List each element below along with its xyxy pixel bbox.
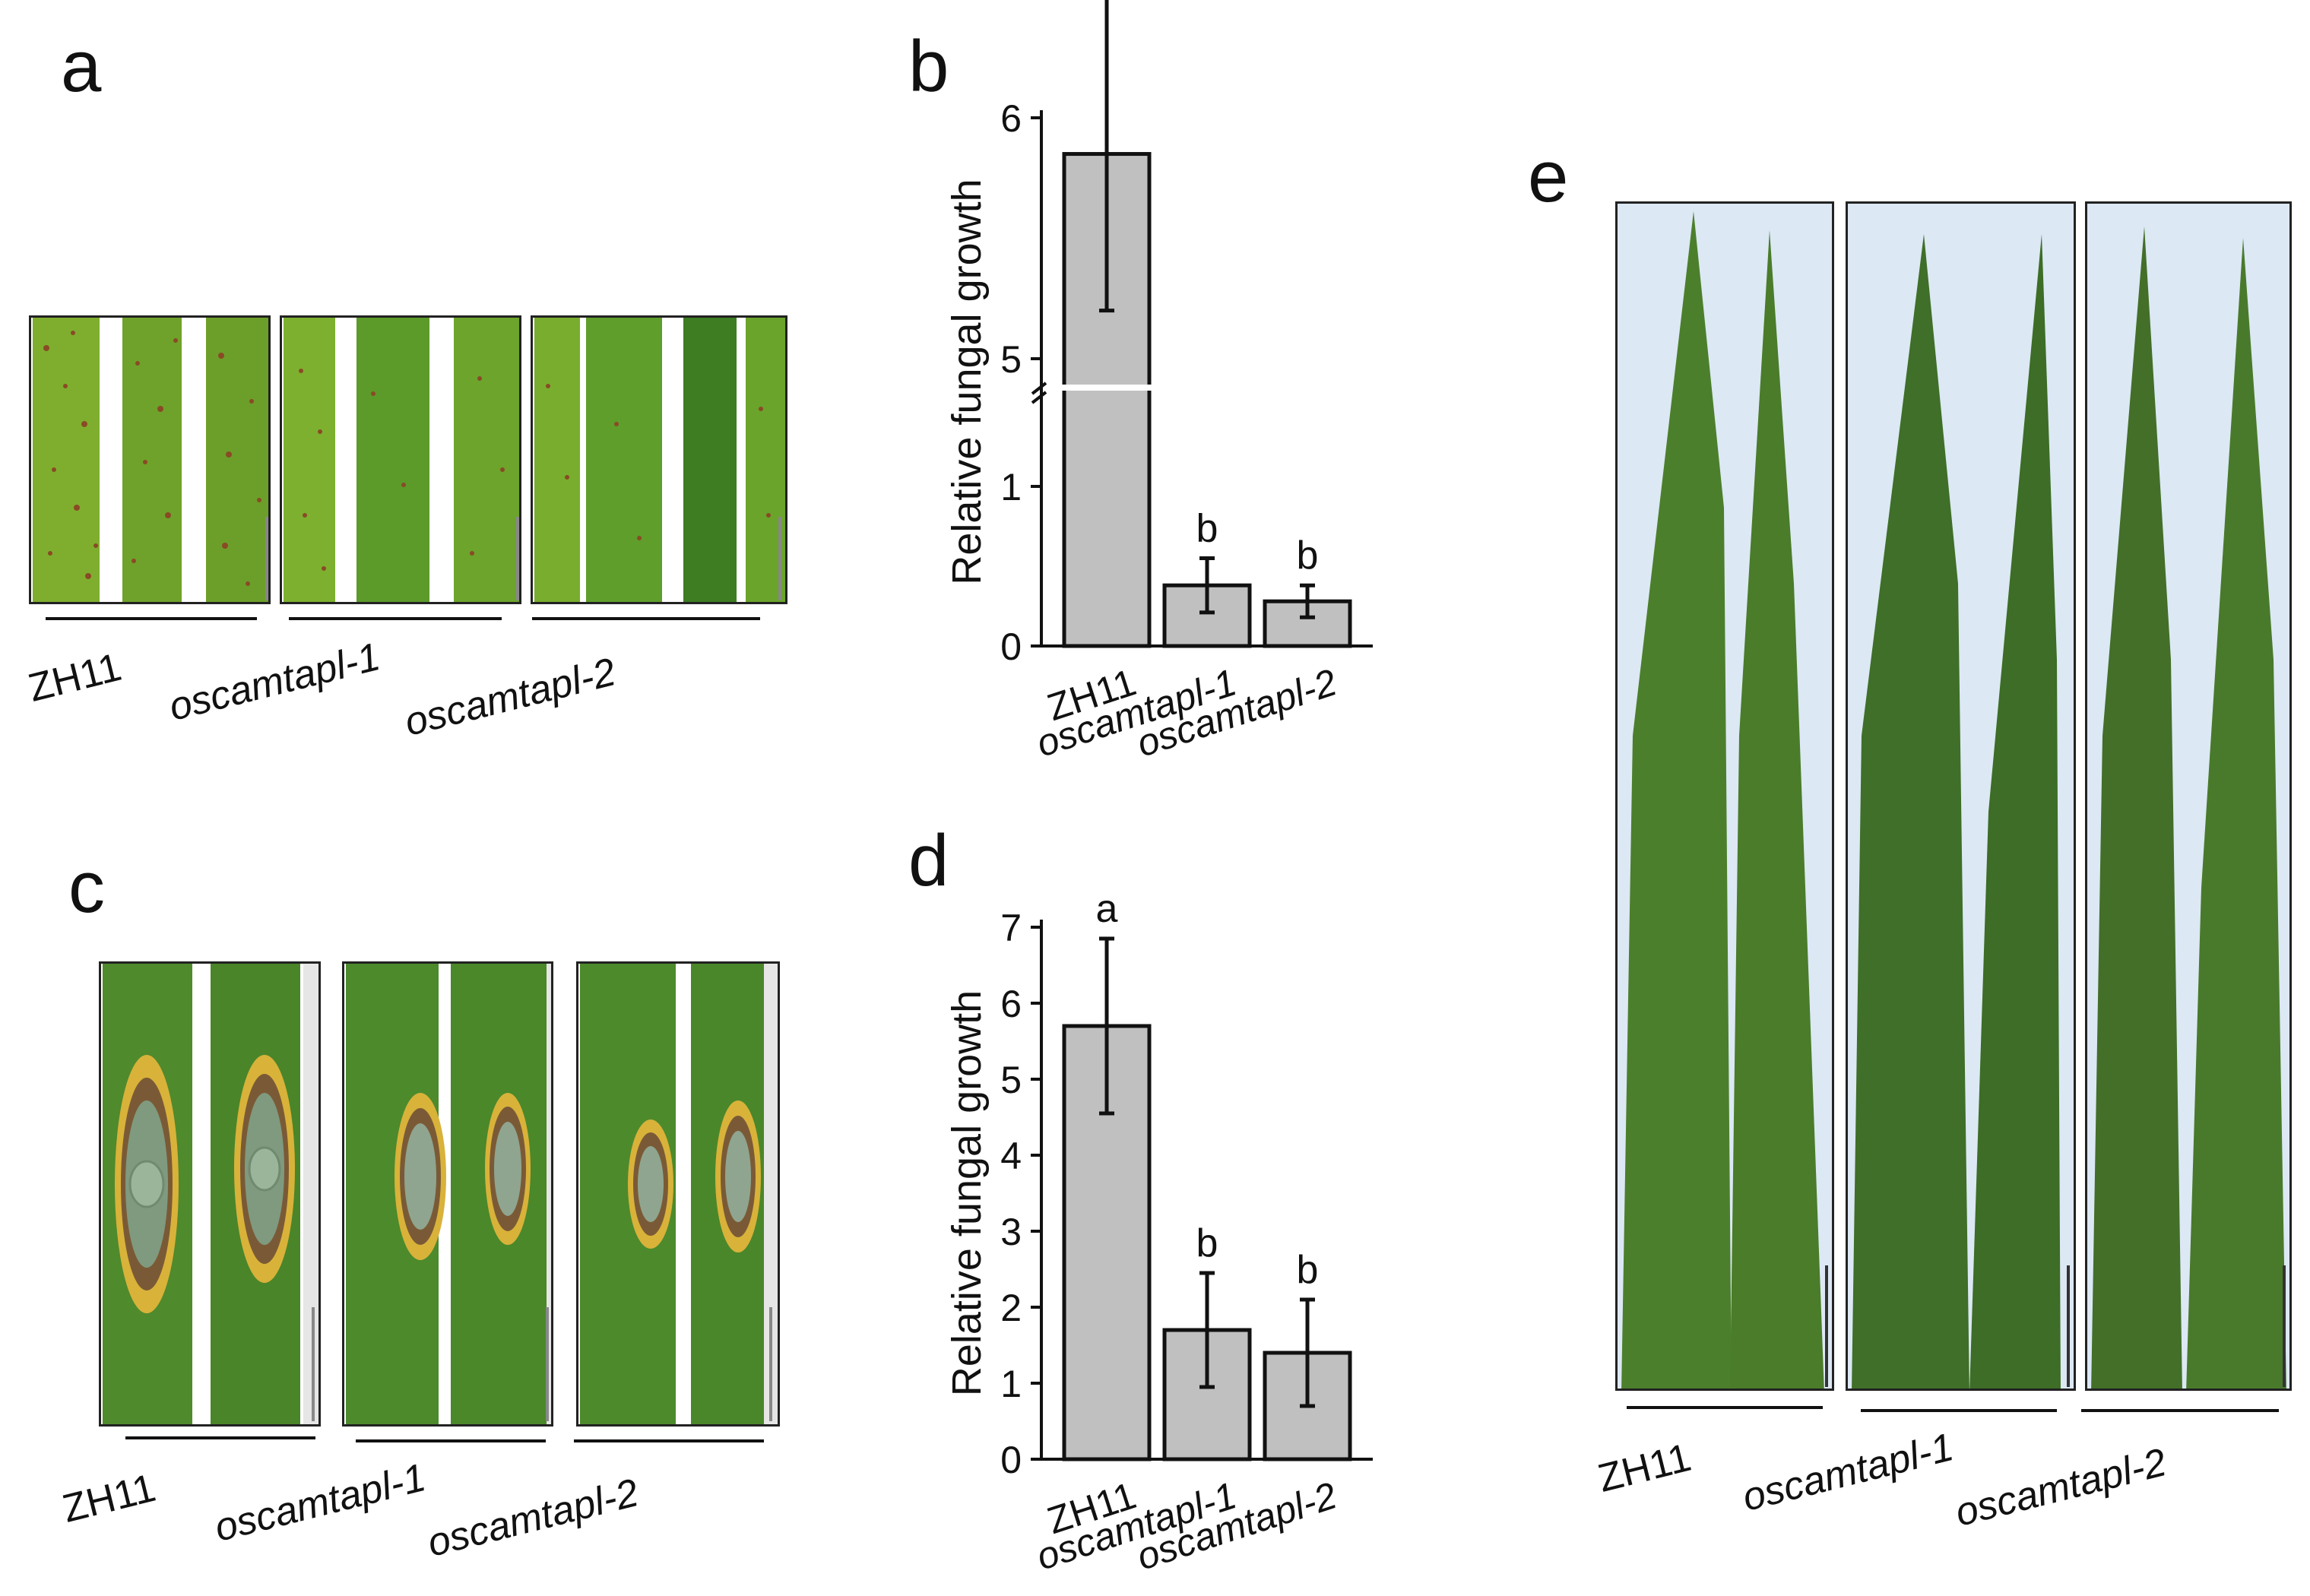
panel-a-scale-bar-2 (516, 517, 519, 600)
axis-break-mark (1031, 382, 1047, 404)
y-tick-label: 5 (1000, 1059, 1022, 1101)
y-tick-label: 6 (1000, 983, 1022, 1025)
panel-c-leaves-mut2 (578, 964, 778, 1424)
panel-c-scale-bar-1 (312, 1307, 315, 1421)
y-tick-label: 1 (1000, 1363, 1022, 1405)
panel-e-scale-bar-1 (1825, 1265, 1828, 1387)
panel-a-photo-zh11 (29, 315, 271, 604)
panel-a-label-zh11: ZH11 (24, 644, 126, 711)
panel-c-scale-bar-2 (546, 1307, 549, 1421)
significance-label-2: b (1297, 1248, 1319, 1292)
panel-c-photo-zh11 (99, 961, 321, 1427)
panel-e-label-mut1: oscamtapl-1 (1738, 1425, 1958, 1520)
panel-c-letter: c (68, 847, 105, 928)
panel-c-genotype-line-mut2 (574, 1439, 764, 1442)
panel-e-genotype-line-zh11 (1627, 1406, 1823, 1409)
panel-c-scale-bar-3 (769, 1307, 772, 1421)
y-tick-label: 2 (1000, 1287, 1022, 1329)
panel-a-photo-mut2 (531, 315, 787, 604)
panel-e-label-zh11: ZH11 (1593, 1435, 1696, 1501)
significance-label-2: b (1297, 534, 1319, 578)
panel-a-scale-bar-1 (265, 517, 268, 600)
panel-e-genotype-line-mut2 (2081, 1409, 2279, 1412)
panel-c-label-zh11: ZH11 (58, 1465, 160, 1531)
panel-c-photo-mut2 (576, 961, 780, 1427)
panel-c-photo-mut1 (342, 961, 553, 1427)
panel-a-leaves-mut2 (533, 318, 785, 602)
panel-c-leaves-mut1 (344, 964, 551, 1424)
panel-e-photo-mut1 (1846, 201, 2076, 1391)
y-tick-label: 1 (1000, 466, 1022, 508)
panel-e-photo-zh11 (1615, 201, 1834, 1391)
panel-e-leaves-mut1 (1848, 204, 2074, 1389)
bar-1 (1162, 1328, 1252, 1461)
panel-c-leaves-zh11 (101, 964, 318, 1424)
panel-c-genotype-line-mut1 (356, 1439, 546, 1442)
panel-e-label-mut2: oscamtapl-2 (1950, 1440, 2171, 1535)
panel-c-genotype-line-zh11 (125, 1436, 315, 1439)
y-tick-label: 0 (1000, 1439, 1022, 1481)
panel-a-leaves-zh11 (31, 318, 268, 602)
y-tick-label: 0 (1000, 625, 1022, 668)
significance-label-0: a (1096, 887, 1118, 931)
y-tick-label: 6 (1000, 97, 1022, 140)
panel-d-letter: d (908, 820, 949, 901)
panel-e-scale-bar-3 (2283, 1265, 2286, 1387)
panel-a-letter: a (61, 26, 102, 107)
y-tick-label: 4 (1000, 1135, 1022, 1177)
panel-e-leaves-mut2 (2087, 204, 2289, 1389)
y-tick-label: 7 (1000, 907, 1022, 949)
y-tick-label: 3 (1000, 1211, 1022, 1253)
panel-a-genotype-line-mut2 (532, 617, 760, 620)
panel-c-label-mut2: oscamtapl-2 (423, 1471, 643, 1566)
significance-label-1: b (1196, 507, 1218, 551)
significance-label-1: b (1196, 1221, 1218, 1265)
y-axis-label: Relative fungal growth (944, 179, 990, 584)
panel-e-leaves-zh11 (1618, 204, 1832, 1389)
bar-break-gap (1061, 385, 1152, 391)
panel-b-letter: b (908, 26, 949, 107)
panel-a-leaves-mut1 (282, 318, 519, 602)
panel-a-label-mut2: oscamtapl-2 (400, 650, 620, 745)
panel-e-genotype-line-mut1 (1861, 1409, 2057, 1412)
panel-e-photo-mut2 (2085, 201, 2292, 1391)
panel-c-label-mut1: oscamtapl-1 (210, 1455, 430, 1550)
panel-a-genotype-line-zh11 (46, 617, 257, 620)
y-tick-label: 5 (1000, 338, 1022, 381)
panel-a-scale-bar-3 (778, 517, 781, 600)
y-axis-label: Relative fungal growth (944, 990, 990, 1396)
panel-e-letter: e (1528, 136, 1569, 217)
panel-a-label-mut1: oscamtapl-1 (164, 635, 385, 730)
panel-a-photo-mut1 (280, 315, 521, 604)
panel-a-genotype-line-mut1 (289, 617, 502, 620)
panel-e-scale-bar-2 (2067, 1265, 2070, 1387)
